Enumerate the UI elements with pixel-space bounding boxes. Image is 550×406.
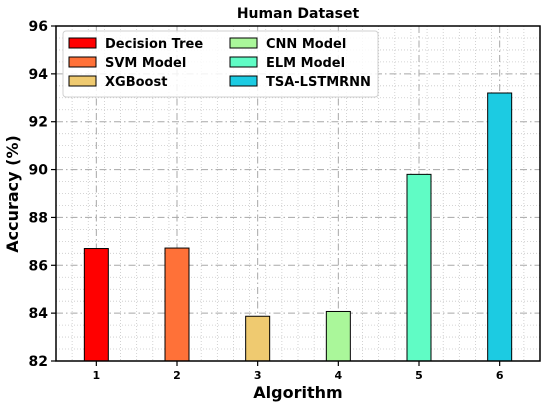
x-tick-label: 5 xyxy=(415,369,423,382)
legend-label: ELM Model xyxy=(266,56,345,71)
x-tick-label: 2 xyxy=(173,369,181,382)
y-tick-label: 84 xyxy=(29,306,49,322)
y-tick-label: 96 xyxy=(29,19,48,35)
y-axis: 82 84 86 88 90 92 94 96 xyxy=(29,19,56,370)
bar xyxy=(487,92,513,362)
chart-title: Human Dataset xyxy=(237,6,360,22)
bar xyxy=(164,247,190,362)
legend-swatch xyxy=(68,75,97,87)
y-tick-label: 90 xyxy=(29,163,49,179)
x-tick-label: 6 xyxy=(496,369,504,382)
x-tick-label: 1 xyxy=(93,369,101,382)
legend: Decision Tree SVM Model XGBoost CNN Model EL… xyxy=(62,30,379,98)
legend-swatch xyxy=(229,56,258,68)
x-tick-label: 4 xyxy=(335,369,343,382)
bar xyxy=(406,173,432,362)
legend-swatch xyxy=(229,37,258,49)
bar xyxy=(325,310,351,362)
legend-box xyxy=(62,30,379,98)
y-axis-label: Accuracy (%) xyxy=(3,135,22,253)
legend-swatch xyxy=(229,75,258,87)
plot-frame xyxy=(55,25,541,362)
y-tick-label: 88 xyxy=(29,210,48,226)
y-tick-label: 92 xyxy=(29,115,48,131)
bar xyxy=(83,248,109,362)
legend-label: TSA-LSTMRNN xyxy=(266,75,371,90)
y-tick-label: 82 xyxy=(29,354,48,370)
legend-label: SVM Model xyxy=(105,56,186,71)
y-tick-label: 86 xyxy=(29,258,48,274)
legend-label: Decision Tree xyxy=(105,37,203,52)
legend-label: CNN Model xyxy=(266,37,346,52)
x-axis-label: Algorithm xyxy=(253,383,342,402)
legend-label: XGBoost xyxy=(105,75,167,90)
legend-swatch xyxy=(68,37,97,49)
bar xyxy=(245,315,271,362)
x-tick-label: 3 xyxy=(254,369,262,382)
legend-swatch xyxy=(68,56,97,68)
x-axis: 1 2 3 4 5 6 xyxy=(93,361,504,382)
y-tick-label: 94 xyxy=(29,67,49,83)
